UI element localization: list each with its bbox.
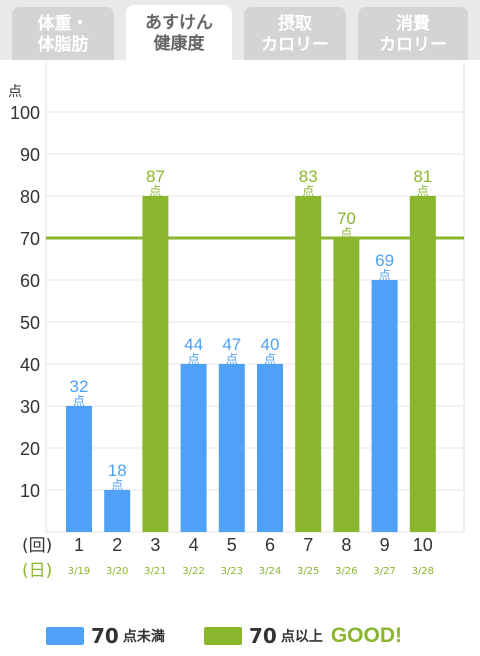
- bar: [142, 196, 169, 532]
- tab-burned-calories[interactable]: 消費 カロリー: [358, 7, 468, 60]
- tab-label-line2: カロリー: [379, 34, 447, 55]
- bar: [333, 238, 360, 532]
- tab-label-line2: 体脂肪: [37, 34, 89, 55]
- x-tick-round: 8: [341, 535, 351, 555]
- x-tick-date: 3/24: [259, 566, 281, 577]
- data-label-unit: 点: [302, 184, 314, 198]
- data-label-value: 40: [261, 335, 280, 354]
- x-axis-day-label: (日): [22, 561, 52, 581]
- x-tick-round: 1: [74, 535, 84, 555]
- tab-weight-body-fat[interactable]: 体重・ 体脂肪: [12, 7, 114, 60]
- data-label-unit: 点: [226, 352, 238, 366]
- data-label-unit: 点: [340, 226, 352, 240]
- x-tick-date: 3/28: [412, 566, 434, 577]
- x-tick-date: 3/27: [373, 566, 395, 577]
- x-tick-round: 6: [265, 535, 275, 555]
- data-label-unit: 点: [379, 268, 391, 282]
- y-tick-label: 20: [20, 439, 40, 459]
- data-label-value: 87: [146, 167, 165, 186]
- y-tick-label: 30: [20, 397, 40, 417]
- x-tick-date: 3/25: [297, 566, 319, 577]
- x-tick-date: 3/22: [182, 566, 204, 577]
- y-tick-label: 60: [20, 271, 40, 291]
- data-label-value: 18: [108, 461, 127, 480]
- data-label-unit: 点: [111, 478, 123, 492]
- tab-label-line1: あすけん: [145, 12, 213, 33]
- y-tick-label: 50: [20, 313, 40, 333]
- tab-label-line1: 消費: [396, 13, 430, 34]
- data-label-unit: 点: [264, 352, 276, 366]
- bar: [218, 364, 245, 532]
- tab-bar: 体重・ 体脂肪 あすけん 健康度 摂取 カロリー 消費 カロリー: [0, 0, 480, 60]
- legend-swatch-above: [204, 627, 242, 645]
- y-tick-label: 80: [20, 187, 40, 207]
- tab-label-line2: カロリー: [261, 34, 329, 55]
- data-label-value: 70: [337, 209, 356, 228]
- data-label-value: 32: [70, 377, 89, 396]
- x-axis-round-label: (回): [22, 536, 52, 556]
- legend-below-text: 点未満: [122, 629, 165, 645]
- legend-above: 70 点以上 GOOD!: [204, 622, 402, 650]
- x-tick-date: 3/26: [335, 566, 357, 577]
- data-label-unit: 点: [73, 394, 85, 408]
- data-label-value: 81: [413, 167, 432, 186]
- tab-label-line2: 健康度: [153, 33, 205, 54]
- bar: [295, 196, 322, 532]
- data-label-value: 44: [184, 335, 203, 354]
- bar: [409, 196, 436, 532]
- legend-good-label: GOOD!: [330, 624, 403, 647]
- legend-below: 70 点未満: [46, 622, 165, 650]
- y-tick-label: 90: [20, 145, 40, 165]
- tab-label-line1: 摂取: [278, 13, 312, 34]
- tab-intake-calories[interactable]: 摂取 カロリー: [244, 7, 346, 60]
- x-tick-date: 3/23: [221, 566, 243, 577]
- x-tick-round: 7: [303, 535, 313, 555]
- bar: [104, 490, 131, 532]
- legend-above-text: 点以上: [280, 629, 323, 645]
- x-tick-round: 2: [112, 535, 122, 555]
- y-tick-label: 10: [20, 481, 40, 501]
- y-tick-label: 70: [20, 229, 40, 249]
- tab-asken-health[interactable]: あすけん 健康度: [126, 5, 232, 60]
- data-label-unit: 点: [417, 184, 429, 198]
- x-tick-round: 4: [189, 535, 199, 555]
- bar: [180, 364, 207, 532]
- data-label-value: 83: [299, 167, 318, 186]
- y-axis-label: 点: [8, 84, 22, 100]
- tab-label-line1: 体重・: [37, 13, 89, 34]
- legend-above-number: 70: [249, 624, 277, 648]
- x-tick-round: 5: [227, 535, 237, 555]
- legend-below-number: 70: [91, 624, 119, 648]
- data-label-value: 47: [222, 335, 241, 354]
- x-tick-date: 3/21: [144, 566, 166, 577]
- y-tick-label: 40: [20, 355, 40, 375]
- y-tick-label: 100: [10, 103, 40, 123]
- x-tick-date: 3/20: [106, 566, 128, 577]
- bar: [257, 364, 283, 532]
- data-label-unit: 点: [188, 352, 200, 366]
- bar: [66, 406, 92, 532]
- bar: [371, 280, 398, 532]
- data-label-value: 69: [375, 251, 394, 270]
- x-tick-round: 3: [150, 535, 160, 555]
- x-tick-round: 9: [380, 535, 390, 555]
- axes: 点 10 20 30 40 50 60 70 80 90 100 1 3/19 2 3/20 3 3/21 4 3/…: [8, 84, 434, 581]
- x-tick-date: 3/19: [68, 566, 90, 577]
- data-label-unit: 点: [149, 184, 161, 198]
- legend-swatch-below: [46, 627, 84, 645]
- x-tick-round: 10: [413, 535, 433, 555]
- bars: [66, 196, 436, 532]
